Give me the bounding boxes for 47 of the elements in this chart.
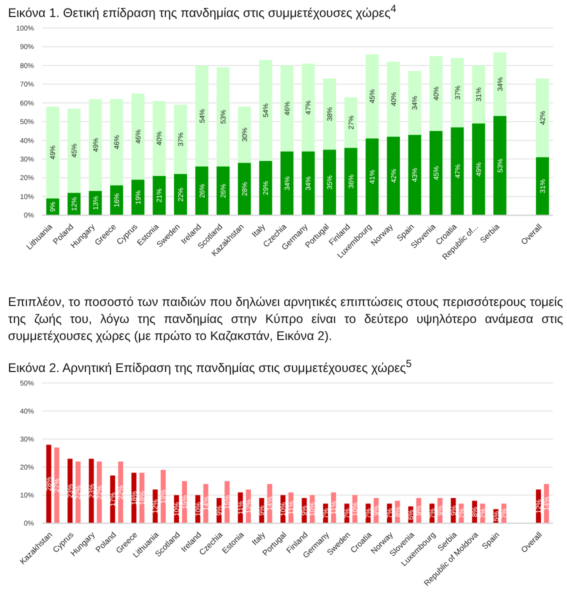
bar [88,99,102,192]
bar [174,104,188,174]
bar [493,116,506,216]
bar [216,166,230,216]
bar [46,106,60,199]
bar [472,124,486,216]
bar [366,54,379,139]
bar [110,99,124,186]
bar [493,52,506,116]
x-tick-label: Italy [250,530,267,548]
bar [323,150,336,216]
bar [280,152,294,216]
bar [472,66,486,124]
bar [238,106,251,163]
bar [152,176,166,216]
bar [280,66,294,152]
bar [238,162,251,216]
bar [408,71,422,135]
bar [152,101,166,176]
bar [68,108,81,193]
bar [536,157,549,216]
bar [450,127,464,216]
bar [344,148,358,216]
bar [386,62,400,137]
bar [450,58,464,128]
chart-title: Εικόνα 1. Θετική επίδραση της πανδημίας στις συμμετέχουσες χώρες$^{4}$ [8,4,398,20]
bar [174,174,188,216]
bar [216,67,230,167]
bar [302,152,315,216]
bar [259,60,272,162]
bar [259,161,272,216]
bar [430,56,443,132]
bar [386,136,400,216]
bar [430,131,443,216]
bar [195,166,208,216]
text: Επιπλέον, το ποσοστό των παιδιών που δηλώνει αρνητικές επιπτώσεις στους περισσότερους τομείς της ζωής του, λόγω της πανδημίας στην Κύπρο είναι το δεύτερο υψηλότερο ανάμεσα στις συμμετέχουσες χώρες (με πρώτο το Καζακστάν, Εικόνα 2). [8,294,563,346]
bar [195,66,208,167]
bar [408,134,422,216]
bar [131,94,144,180]
bar [323,78,336,150]
chart-title: Εικόνα 2. Αρνητική Επίδραση της πανδημίας στις συμμετέχουσες χώρες$^{5}$ [8,359,413,376]
bar [536,78,549,158]
bar [366,138,379,216]
bar [54,448,60,524]
x-tick-label: Italy [250,222,267,240]
bar [344,97,358,148]
bar [302,64,315,152]
